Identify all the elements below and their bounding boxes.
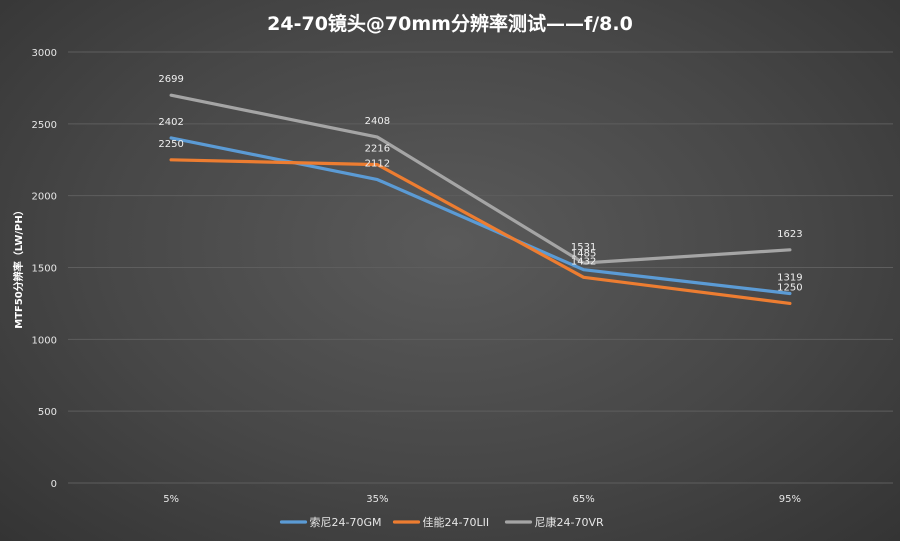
data-label: 2402 [158,117,183,128]
data-label: 2699 [158,74,183,85]
legend-label: 索尼24-70GM [310,515,382,529]
data-label: 2408 [365,116,390,127]
data-label: 2216 [365,144,390,155]
legend-label: 佳能24-70LII [423,515,490,529]
x-tick-label: 65% [573,494,595,505]
legend-label: 尼康24-70VR [535,515,604,529]
data-label: 1432 [571,256,596,267]
y-tick-label: 2500 [32,120,57,131]
data-label: 1485 [571,249,596,260]
data-label: 1531 [571,242,596,253]
y-axis-label: MTF50分辨率（LW/PH） [12,205,25,329]
x-tick-label: 95% [779,494,801,505]
y-tick-label: 1500 [32,264,57,275]
y-axis-ticks: 0 500 1000 1500 2000 2500 3000 [32,48,57,490]
data-label: 1319 [777,273,802,284]
data-label: 1623 [777,229,802,240]
data-labels: 2402 2112 1485 1319 2250 2216 1432 1250 2699 2408… [158,74,802,293]
x-axis-ticks: 5% 35% 65% 95% [163,494,801,505]
x-tick-label: 35% [366,494,388,505]
series-lines [169,93,792,305]
data-label: 2250 [158,139,183,150]
data-label: 1250 [777,282,802,293]
x-tick-label: 5% [163,494,179,505]
series-line [169,136,792,296]
chart-title: 24-70镜头@70mm分辨率测试——f/8.0 [267,12,633,35]
series-line [169,93,792,265]
legend: 索尼24-70GM 佳能24-70LII 尼康24-70VR [279,515,604,529]
gridlines [68,51,893,484]
y-tick-label: 3000 [32,48,57,59]
y-tick-label: 2000 [32,192,57,203]
data-label: 2112 [365,159,390,170]
y-tick-label: 0 [51,479,57,490]
y-tick-label: 500 [38,407,57,418]
y-tick-label: 1000 [32,335,57,346]
series-line [169,158,792,305]
